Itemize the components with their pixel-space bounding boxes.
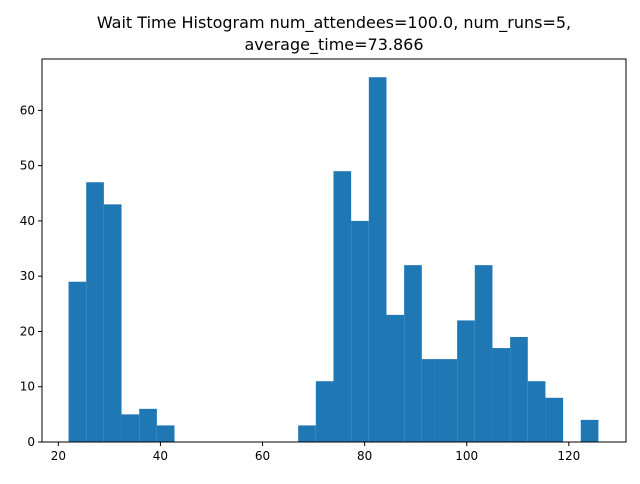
y-tick-label: 10	[20, 380, 35, 394]
x-tick-label: 20	[51, 449, 66, 463]
histogram-bar	[386, 314, 405, 442]
histogram-bars	[68, 77, 599, 443]
histogram-bar	[86, 182, 104, 443]
histogram-bar	[139, 408, 157, 442]
histogram-bar	[527, 381, 546, 442]
histogram-bar	[580, 419, 599, 442]
x-tick-label: 60	[255, 449, 270, 463]
histogram-bar	[457, 320, 475, 442]
plot-frame	[41, 58, 627, 443]
histogram-bar	[68, 281, 87, 442]
x-tick-label: 40	[153, 449, 168, 463]
y-tick-label: 0	[27, 435, 35, 449]
y-tick-label: 40	[20, 214, 35, 228]
y-tick-label: 30	[20, 269, 35, 283]
histogram-bar	[404, 265, 422, 442]
histogram-bar	[298, 425, 316, 442]
histogram-bar	[439, 359, 458, 442]
histogram-bar	[368, 77, 387, 442]
histogram-bar	[103, 204, 122, 442]
chart-title-line-1: Wait Time Histogram num_attendees=100.0,…	[97, 13, 571, 33]
x-axis: 20 40 60 80 100 120	[51, 442, 580, 463]
x-tick-label: 120	[557, 449, 580, 463]
histogram-bar	[510, 336, 528, 442]
y-tick-label: 60	[20, 103, 35, 117]
x-tick-label: 100	[455, 449, 478, 463]
histogram-bar	[492, 348, 511, 442]
x-tick-label: 80	[357, 449, 372, 463]
histogram-bar	[156, 425, 175, 442]
chart-title-line-2: average_time=73.866	[244, 35, 423, 55]
y-tick-label: 20	[20, 324, 35, 338]
histogram-bar	[315, 381, 334, 442]
histogram-bar	[474, 265, 493, 442]
y-axis: 0 10 20 30 40 50 60	[20, 103, 42, 449]
histogram-bar	[333, 171, 352, 442]
histogram-bar	[121, 414, 140, 442]
histogram-bar	[545, 397, 564, 442]
y-tick-label: 50	[20, 159, 35, 173]
histogram-bar	[351, 220, 369, 442]
histogram-bar	[421, 359, 440, 442]
